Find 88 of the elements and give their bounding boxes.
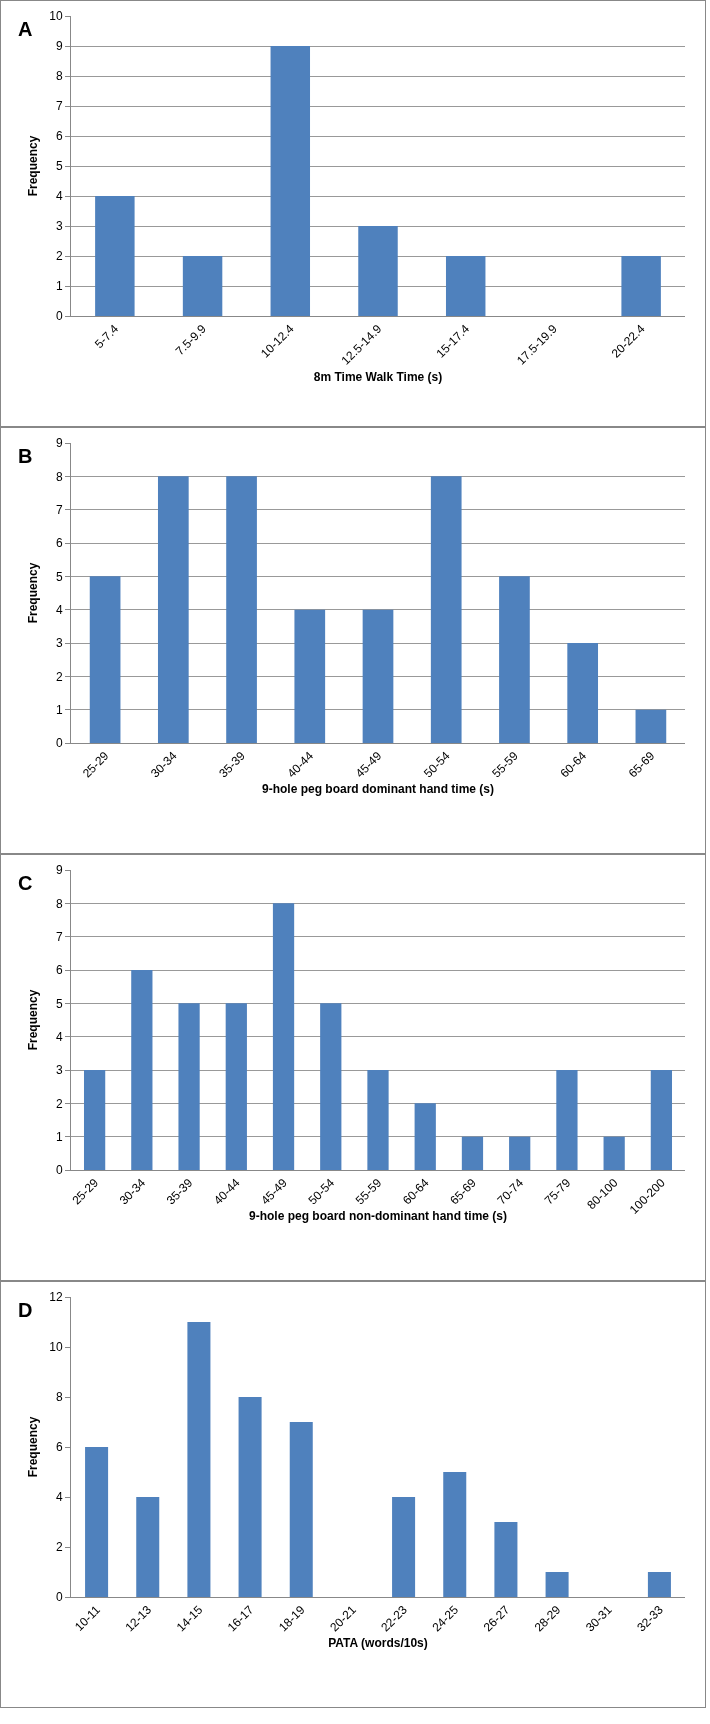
bar [157,476,189,743]
y-tick-label: 0 [55,1590,63,1605]
y-tick-label: 5 [55,569,63,584]
y-tick-label: 7 [55,99,63,114]
bar [430,476,462,743]
y-tick-label: 5 [55,996,63,1011]
y-tick-label: 2 [55,669,63,684]
bar [182,256,223,316]
bar [187,1322,211,1597]
bar [178,1003,200,1170]
bar [414,1103,436,1170]
y-tick-label: 6 [55,536,63,551]
y-tick-label: 8 [55,469,63,484]
y-axis-title: Frequency [26,135,40,197]
bar [445,256,486,316]
bar [621,256,661,316]
bar [392,1497,416,1597]
bar [556,1070,578,1170]
bar [131,970,153,1170]
bar [443,1472,467,1597]
bar [289,1422,313,1597]
bar [270,46,311,316]
y-tick-label: 4 [55,189,63,204]
y-tick-label: 3 [55,636,63,651]
y-tick-label: 0 [55,309,63,324]
y-tick-label: 7 [55,502,63,517]
y-tick-label: 1 [55,1129,63,1144]
y-tick-label: 5 [55,159,63,174]
bar [367,1070,389,1170]
y-tick-label: 10 [49,1340,63,1355]
bar [509,1136,531,1170]
y-tick-label: 9 [55,39,63,54]
y-tick-label: 6 [55,963,63,978]
y-tick-label: 12 [49,1290,63,1305]
y-axis-title: Frequency [26,562,40,624]
y-tick-label: 0 [55,1163,63,1178]
bar [136,1497,160,1597]
chart-title: D [18,1299,33,1321]
bar [494,1522,518,1597]
bar [647,1572,671,1597]
y-axis-title: Frequency [26,989,40,1051]
bar [358,226,398,316]
y-tick-label: 1 [55,279,63,294]
bar [603,1136,625,1170]
bar [272,903,295,1170]
x-axis-title: 9-hole peg board dominant hand time (s) [261,782,495,797]
y-tick-label: 6 [55,1440,63,1455]
bar [95,196,135,316]
bar [320,1003,342,1170]
y-tick-label: 4 [55,1490,63,1505]
chart-title: C [18,872,33,894]
bar [294,609,326,743]
chart-title: A [18,18,33,40]
bar [545,1572,569,1597]
y-tick-label: 0 [55,736,63,751]
y-tick-label: 3 [55,219,63,234]
y-tick-label: 6 [55,129,63,144]
y-tick-label: 9 [55,436,63,451]
bar [650,1070,673,1170]
bar [226,476,257,743]
bar [461,1136,484,1170]
x-axis-title: 9-hole peg board non-dominant hand time (s) [249,1209,507,1224]
y-tick-label: 4 [55,602,63,617]
y-tick-label: 9 [55,863,63,878]
y-tick-label: 3 [55,1063,63,1078]
y-tick-label: 2 [55,1540,63,1555]
y-tick-label: 2 [55,1096,63,1111]
bar [567,643,599,743]
y-tick-label: 8 [55,69,63,84]
bar [499,576,530,743]
y-tick-label: 1 [55,702,63,717]
bar [238,1397,262,1597]
x-axis-title: 8m Time Walk Time (s) [313,369,443,384]
y-tick-label: 4 [55,1029,63,1044]
y-tick-label: 8 [55,1390,63,1405]
y-tick-label: 8 [55,896,63,911]
x-axis-title: PATA (words/10s) [328,1636,428,1651]
bar [83,1070,106,1170]
bar [85,1447,109,1597]
y-axis-title: Frequency [26,1416,40,1478]
bar [225,1003,247,1170]
y-tick-label: 10 [49,9,63,24]
bar [89,576,121,743]
bar [362,609,394,743]
chart-title: B [18,445,33,467]
bar [635,709,667,743]
y-tick-label: 7 [55,929,63,944]
y-tick-label: 2 [55,249,63,264]
